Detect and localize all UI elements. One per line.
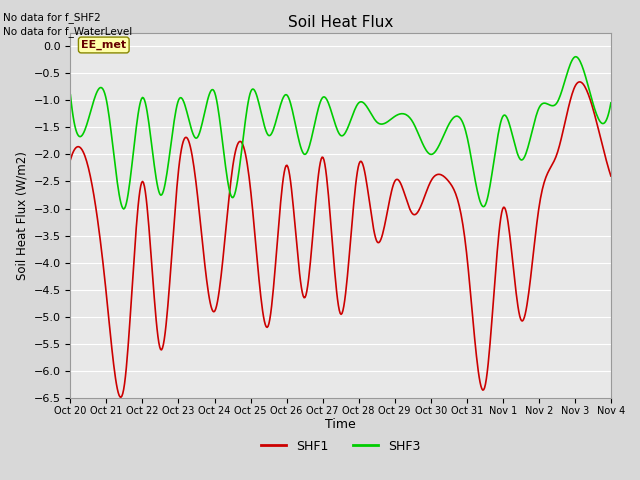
- Title: Soil Heat Flux: Soil Heat Flux: [288, 15, 394, 30]
- Text: No data for f_SHF2: No data for f_SHF2: [3, 12, 101, 23]
- Legend: SHF1, SHF3: SHF1, SHF3: [256, 434, 426, 457]
- Text: No data for f_WaterLevel: No data for f_WaterLevel: [3, 26, 132, 37]
- Text: EE_met: EE_met: [81, 40, 126, 50]
- Y-axis label: Soil Heat Flux (W/m2): Soil Heat Flux (W/m2): [15, 151, 28, 280]
- X-axis label: Time: Time: [325, 419, 356, 432]
